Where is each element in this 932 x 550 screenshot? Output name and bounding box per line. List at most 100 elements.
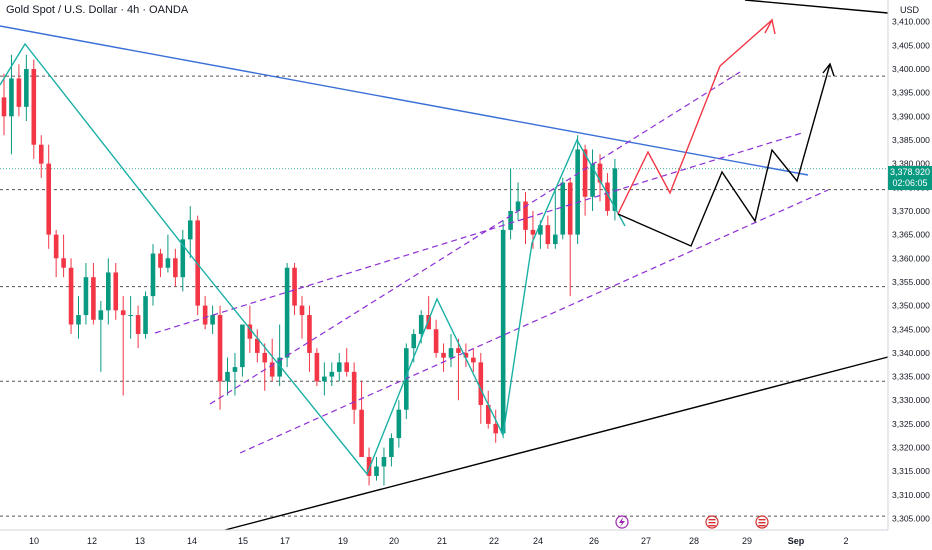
candle-body-64 bbox=[478, 362, 484, 405]
candle-body-76 bbox=[567, 182, 573, 235]
y-tick-label: 3,310.000 bbox=[892, 490, 930, 500]
candle-body-63 bbox=[471, 357, 476, 363]
candle-body-15 bbox=[113, 272, 119, 311]
us-flag-stripe bbox=[708, 525, 716, 527]
candle-body-70 bbox=[523, 201, 528, 230]
candle-body-82 bbox=[612, 168, 618, 211]
y-tick-label: 3,360.000 bbox=[892, 253, 930, 263]
candle-body-68 bbox=[508, 210, 513, 230]
y-tick-label: 3,320.000 bbox=[892, 443, 930, 453]
x-tick-label: 20 bbox=[389, 536, 399, 546]
candle-body-7 bbox=[53, 234, 59, 259]
x-tick-label: 19 bbox=[338, 536, 348, 546]
candle-body-39 bbox=[292, 267, 297, 306]
price-axis-panel bbox=[888, 0, 932, 550]
x-tick-label: 27 bbox=[641, 536, 651, 546]
candle-body-59 bbox=[441, 352, 446, 358]
us-flag-stripe bbox=[758, 519, 766, 521]
y-tick-label: 3,315.000 bbox=[892, 466, 930, 476]
candle-body-75 bbox=[560, 182, 566, 235]
candle-body-55 bbox=[411, 333, 417, 349]
candle-body-66 bbox=[493, 423, 498, 434]
candle-body-12 bbox=[91, 277, 96, 320]
candle-body-43 bbox=[322, 376, 327, 382]
candle-body-9 bbox=[68, 267, 74, 325]
candle-body-44 bbox=[329, 371, 335, 377]
zigzag-line bbox=[0, 42, 626, 476]
candle-body-4 bbox=[31, 68, 37, 145]
candle-body-36 bbox=[269, 362, 275, 377]
forecast-path-black bbox=[617, 63, 831, 247]
candle-body-74 bbox=[553, 234, 558, 245]
candle-body-79 bbox=[590, 163, 595, 197]
candle-body-0 bbox=[1, 97, 7, 117]
x-tick-label: 17 bbox=[280, 536, 290, 546]
y-tick-label: 3,390.000 bbox=[892, 111, 930, 121]
candle-body-47 bbox=[351, 371, 357, 410]
candle-body-72 bbox=[538, 225, 543, 235]
x-tick-label: 26 bbox=[589, 536, 599, 546]
candle-body-38 bbox=[284, 267, 290, 358]
candle-body-22 bbox=[165, 258, 171, 268]
y-tick-label: 3,405.000 bbox=[892, 40, 930, 50]
candle-body-51 bbox=[381, 457, 387, 467]
channel-line-lower bbox=[239, 189, 829, 454]
candle-body-34 bbox=[255, 338, 260, 353]
candle-body-67 bbox=[500, 229, 506, 434]
y-tick-label: 3,355.000 bbox=[892, 277, 930, 287]
candle-body-56 bbox=[418, 315, 424, 334]
y-tick-label: 3,385.000 bbox=[892, 135, 930, 145]
chart-title: Gold Spot / U.S. Dollar · 4h · OANDA bbox=[6, 4, 189, 16]
candle-body-35 bbox=[262, 352, 268, 363]
us-flag-stripe bbox=[708, 522, 716, 524]
descending-trendline bbox=[0, 25, 809, 176]
us-flag-stripe bbox=[758, 525, 766, 527]
y-tick-label: 3,335.000 bbox=[892, 372, 930, 382]
y-tick-label: 3,345.000 bbox=[892, 324, 930, 334]
candle-body-78 bbox=[582, 149, 588, 197]
candle-body-49 bbox=[366, 457, 372, 476]
candle-body-37 bbox=[277, 357, 282, 377]
x-tick-label: 12 bbox=[87, 536, 97, 546]
candle-body-81 bbox=[605, 182, 610, 211]
candle-body-28 bbox=[210, 315, 215, 325]
candle-body-45 bbox=[336, 362, 342, 372]
axis-currency: USD bbox=[900, 5, 920, 15]
y-tick-label: 3,350.000 bbox=[892, 301, 930, 311]
candle-body-3 bbox=[24, 68, 29, 107]
x-tick-label: 13 bbox=[135, 536, 145, 546]
candle-body-46 bbox=[344, 362, 349, 372]
candle-body-53 bbox=[396, 409, 402, 439]
channel-line-upper bbox=[209, 71, 741, 405]
x-tick-label: 10 bbox=[29, 536, 39, 546]
candle-body-23 bbox=[173, 258, 178, 278]
candle-body-20 bbox=[150, 253, 156, 297]
candle-body-21 bbox=[158, 253, 163, 268]
y-tick-label: 3,325.000 bbox=[892, 419, 930, 429]
candle-body-48 bbox=[359, 409, 364, 458]
y-tick-label: 3,340.000 bbox=[892, 348, 930, 358]
candle-body-6 bbox=[46, 163, 51, 235]
candle-body-5 bbox=[38, 144, 44, 164]
y-tick-label: 3,365.000 bbox=[892, 230, 930, 240]
y-tick-label: 3,370.000 bbox=[892, 206, 930, 216]
candle-body-62 bbox=[463, 352, 469, 358]
candle-body-25 bbox=[187, 220, 193, 240]
candle-body-30 bbox=[225, 371, 230, 382]
candle-body-27 bbox=[202, 305, 208, 325]
candle-body-32 bbox=[240, 324, 245, 368]
y-tick-label: 3,330.000 bbox=[892, 395, 930, 405]
y-tick-label: 3,400.000 bbox=[892, 64, 930, 74]
candle-body-10 bbox=[76, 315, 81, 325]
forecast-path-red bbox=[617, 19, 773, 215]
us-flag-stripe bbox=[708, 519, 716, 521]
x-tick-label: 22 bbox=[489, 536, 499, 546]
candle-body-18 bbox=[135, 315, 141, 334]
candle-body-31 bbox=[232, 367, 238, 372]
candle-body-13 bbox=[98, 310, 104, 320]
x-tick-label: 24 bbox=[533, 536, 543, 546]
candle-body-8 bbox=[61, 258, 66, 268]
ascending-support-line bbox=[224, 356, 889, 531]
